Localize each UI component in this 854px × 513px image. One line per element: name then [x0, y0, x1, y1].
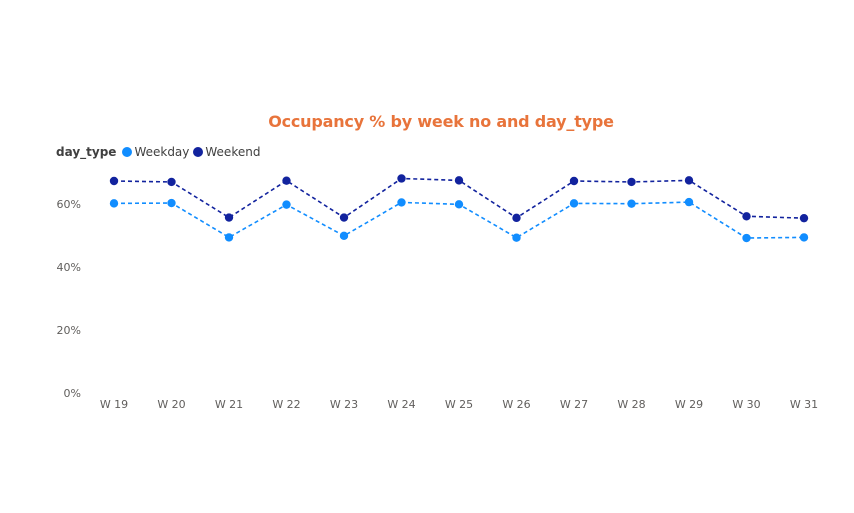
x-tick-label: W 21 [215, 398, 243, 411]
data-point-weekend[interactable] [742, 212, 751, 221]
legend: day_type Weekday Weekend [56, 145, 264, 159]
data-point-weekend[interactable] [684, 176, 694, 185]
chart-title: Occupancy % by week no and day_type [268, 112, 614, 131]
y-tick-label: 60% [57, 198, 81, 211]
data-point-weekend[interactable] [569, 176, 579, 186]
data-point-weekend[interactable] [282, 176, 291, 185]
y-tick-label: 0% [64, 387, 81, 400]
data-point-weekday[interactable] [339, 231, 349, 241]
x-tick-label: W 25 [445, 398, 473, 411]
data-point-weekday[interactable] [109, 199, 119, 208]
x-tick-label: W 20 [157, 398, 185, 411]
x-tick-label: W 26 [502, 398, 530, 411]
data-point-weekday[interactable] [684, 197, 694, 207]
legend-marker-weekend [193, 147, 204, 157]
data-point-weekend[interactable] [512, 213, 521, 223]
legend-label-weekday: Weekday [134, 145, 190, 159]
data-point-weekday[interactable] [627, 199, 636, 208]
data-point-weekday[interactable] [224, 233, 234, 242]
data-point-weekday[interactable] [282, 200, 291, 209]
data-point-weekday[interactable] [742, 233, 751, 243]
x-tick-label: W 29 [675, 398, 703, 411]
legend-item-weekday[interactable]: Weekday [122, 145, 189, 159]
data-point-weekday[interactable] [799, 233, 809, 242]
y-tick-label: 20% [57, 324, 81, 337]
data-point-weekend[interactable] [224, 213, 234, 222]
data-point-weekday[interactable] [397, 198, 406, 207]
legend-label-weekend: Weekend [205, 145, 261, 159]
legend-item-weekend[interactable]: Weekend [193, 145, 260, 159]
x-tick-label: W 31 [790, 398, 818, 411]
x-tick-label: W 24 [387, 398, 415, 411]
data-point-weekend[interactable] [109, 176, 119, 186]
data-point-weekend[interactable] [339, 213, 349, 222]
data-point-weekday[interactable] [512, 233, 521, 242]
x-tick-label: W 30 [732, 398, 760, 411]
data-point-weekend[interactable] [454, 176, 464, 185]
data-point-weekend[interactable] [627, 177, 636, 187]
data-point-weekday[interactable] [167, 198, 176, 208]
x-tick-label: W 19 [100, 398, 128, 411]
legend-marker-weekday [122, 147, 133, 157]
legend-title: day_type [56, 145, 117, 159]
data-point-weekend[interactable] [397, 174, 406, 183]
x-tick-label: W 22 [272, 398, 300, 411]
x-tick-label: W 23 [330, 398, 358, 411]
data-point-weekend[interactable] [799, 213, 809, 223]
data-point-weekend[interactable] [167, 177, 176, 187]
data-point-weekday[interactable] [454, 200, 464, 209]
x-tick-label: W 28 [617, 398, 645, 411]
y-tick-label: 40% [57, 261, 81, 274]
data-point-weekday[interactable] [569, 199, 579, 208]
x-tick-label: W 27 [560, 398, 588, 411]
